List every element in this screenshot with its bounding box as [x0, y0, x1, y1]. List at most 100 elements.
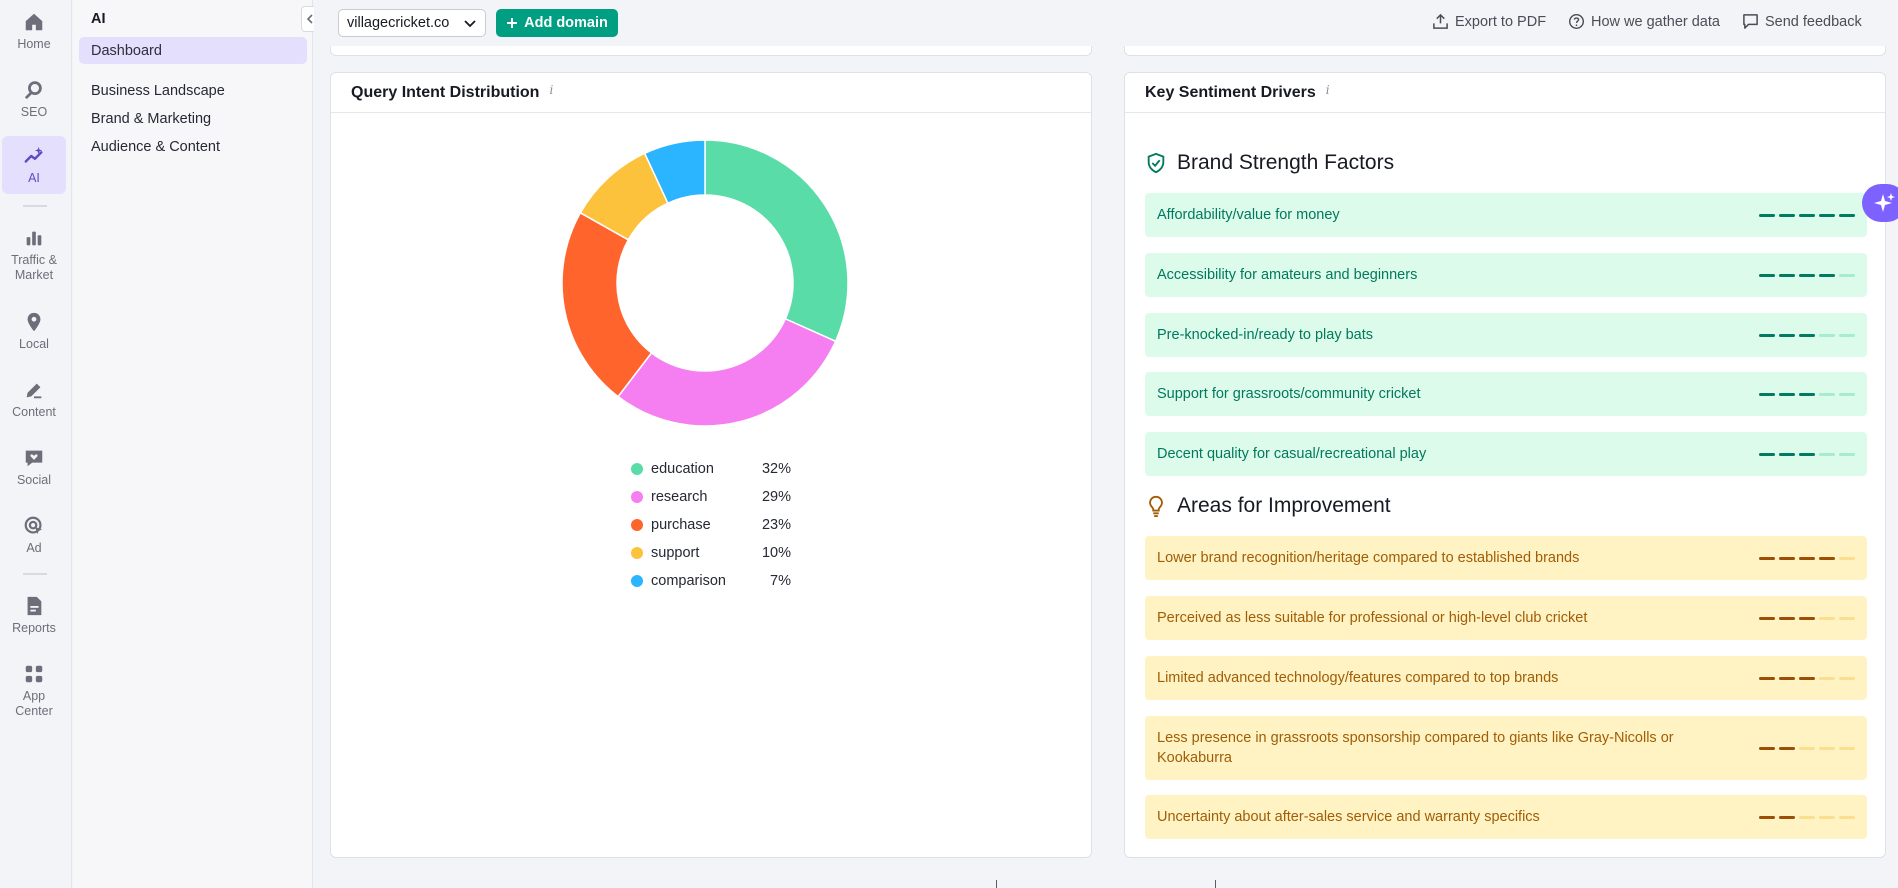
driver-label: Lower brand recognition/heritage compare…: [1157, 550, 1580, 566]
rail-item-social[interactable]: Social: [2, 444, 66, 490]
how-we-gather-data-link[interactable]: How we gather data: [1568, 13, 1720, 30]
legend-item-support[interactable]: support 10%: [631, 539, 791, 567]
add-domain-label: Add domain: [524, 15, 608, 31]
chevron-down-icon: [464, 20, 476, 28]
pencil-icon: [26, 383, 42, 398]
info-icon[interactable]: i: [549, 82, 554, 97]
score-dash: [1799, 746, 1815, 750]
score-dash: [1819, 676, 1835, 680]
rail-label: Social: [16, 472, 52, 487]
send-feedback-label: Send feedback: [1765, 13, 1862, 30]
sentiment-score-indicator: [1759, 556, 1855, 560]
rail-label: Home: [17, 36, 51, 51]
score-dash: [1819, 746, 1835, 750]
sentiment-score-indicator: [1759, 273, 1855, 277]
add-domain-button[interactable]: Add domain: [496, 9, 618, 37]
subnav-item-brand-marketing[interactable]: Brand & Marketing: [91, 110, 212, 127]
score-dash: [1759, 392, 1775, 396]
legend-swatch: [631, 547, 643, 559]
strength-item: Accessibility for amateurs and beginners: [1145, 253, 1867, 297]
driver-label: Uncertainty about after-sales service an…: [1157, 809, 1540, 825]
export-pdf-label: Export to PDF: [1455, 13, 1547, 30]
rail-label: Reports: [12, 620, 56, 635]
legend-value: 23%: [761, 517, 791, 533]
legend-value: 29%: [761, 489, 791, 505]
chevron-left-icon: [306, 14, 313, 24]
score-dash: [1839, 556, 1855, 560]
driver-label: Accessibility for amateurs and beginners: [1157, 267, 1418, 283]
rail-label: Traffic & Market: [11, 253, 57, 282]
legend-swatch: [631, 491, 643, 503]
score-dash: [1779, 213, 1795, 217]
info-icon[interactable]: i: [1325, 82, 1330, 97]
sub-navigation: AI Dashboard Business Landscape Brand & …: [73, 0, 313, 888]
rail-item-reports[interactable]: Reports: [2, 592, 66, 638]
driver-label: Limited advanced technology/features com…: [1157, 670, 1559, 686]
sentiment-score-indicator: [1759, 213, 1855, 217]
rail-item-home[interactable]: Home: [2, 8, 66, 54]
rail-label: Ad: [26, 540, 42, 555]
help-circle-icon: [1568, 13, 1585, 30]
rail-item-ai[interactable]: AI: [2, 136, 66, 194]
score-dash: [1779, 273, 1795, 277]
lightbulb-icon: [1149, 495, 1163, 517]
donut-slice-comparison[interactable]: [643, 139, 706, 205]
report-icon: [27, 596, 42, 615]
legend-item-education[interactable]: education 32%: [631, 455, 791, 483]
donut-slice-research[interactable]: [617, 317, 837, 427]
score-dash: [1779, 556, 1795, 560]
subnav-item-audience-content[interactable]: Audience & Content: [91, 138, 220, 155]
legend-item-purchase[interactable]: purchase 23%: [631, 511, 791, 539]
improvement-heading: Areas for Improvement: [1145, 494, 1391, 518]
rail-divider: [23, 205, 47, 207]
rail-item-ad[interactable]: Ad: [2, 512, 66, 558]
score-dash: [1759, 452, 1775, 456]
legend-label: purchase: [651, 517, 711, 533]
rail-divider: [23, 573, 47, 575]
location-pin-icon: [27, 312, 41, 331]
domain-select[interactable]: villagecricket.co: [338, 9, 486, 37]
score-dash: [1839, 815, 1855, 819]
score-dash: [1779, 333, 1795, 337]
chat-bubble-icon: [1743, 14, 1758, 29]
legend-label: comparison: [651, 573, 726, 589]
strength-item: Support for grassroots/community cricket: [1145, 372, 1867, 416]
score-dash: [1799, 556, 1815, 560]
legend-value: 10%: [761, 545, 791, 561]
legend-label: support: [651, 545, 700, 561]
score-dash: [1819, 213, 1835, 217]
legend-value: 7%: [770, 573, 791, 589]
card-title: Query Intent Distribution: [351, 83, 540, 101]
rail-item-local[interactable]: Local: [2, 308, 66, 354]
improvement-title: Areas for Improvement: [1177, 494, 1391, 517]
score-dash: [1819, 815, 1835, 819]
subnav-item-business-landscape[interactable]: Business Landscape: [91, 82, 225, 99]
rail-item-content[interactable]: Content: [2, 376, 66, 422]
rail-item-seo[interactable]: SEO: [2, 76, 66, 122]
score-dash: [1779, 452, 1795, 456]
subnav-item-dashboard[interactable]: Dashboard: [79, 37, 307, 64]
donut-slice-purchase[interactable]: [561, 211, 653, 398]
ai-assistant-button[interactable]: [1862, 184, 1898, 222]
score-dash: [1839, 616, 1855, 620]
rail-item-app-center[interactable]: App Center: [2, 660, 66, 722]
export-pdf-button[interactable]: Export to PDF: [1432, 13, 1546, 30]
how-we-gather-data-label: How we gather data: [1591, 13, 1720, 30]
brand-strength-heading: Brand Strength Factors: [1145, 151, 1394, 175]
score-dash: [1799, 273, 1815, 277]
driver-label: Less presence in grassroots sponsorship …: [1157, 730, 1674, 766]
rail-label: Local: [19, 336, 49, 351]
score-dash: [1819, 392, 1835, 396]
donut-slice-education[interactable]: [704, 139, 849, 343]
footer-edge: [996, 880, 1216, 888]
ai-icon: [24, 146, 43, 163]
rail-item-traffic[interactable]: Traffic & Market: [2, 224, 66, 286]
improvement-item: Lower brand recognition/heritage compare…: [1145, 536, 1867, 580]
sentiment-score-indicator: [1759, 452, 1855, 456]
query-intent-card: Query Intent Distribution i education 32%…: [330, 72, 1092, 858]
send-feedback-button[interactable]: Send feedback: [1742, 13, 1862, 30]
legend-item-research[interactable]: research 29%: [631, 483, 791, 511]
legend-item-comparison[interactable]: comparison 7%: [631, 567, 791, 595]
subnav-title: AI: [91, 11, 106, 27]
score-dash: [1839, 392, 1855, 396]
